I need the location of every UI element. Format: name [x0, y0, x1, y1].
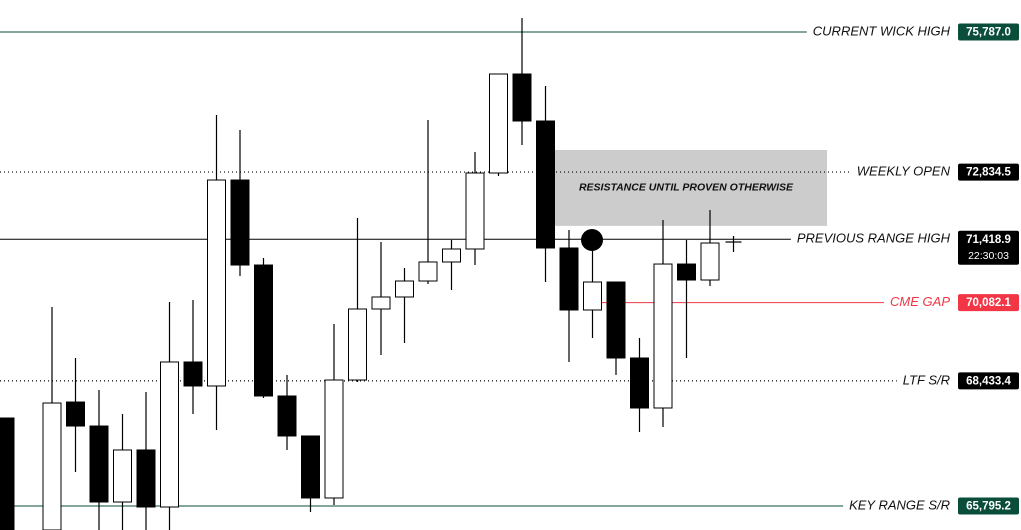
candle-body: [536, 120, 555, 249]
candle: [418, 120, 438, 284]
price-tag-label: 65,795.2: [966, 501, 1011, 513]
candle-body: [559, 247, 579, 311]
candle-body: [230, 179, 250, 266]
candle: [254, 258, 273, 398]
resistance-zone: [555, 149, 827, 226]
price-tag: [958, 497, 1019, 515]
candle-body: [512, 73, 532, 122]
candle-body: [630, 357, 649, 409]
candle: [348, 218, 367, 383]
level-label: WEEKLY OPEN: [857, 164, 951, 179]
candle-body: [395, 280, 414, 298]
candle: [207, 115, 226, 431]
candle-body: [277, 395, 297, 437]
candle-body: [700, 242, 720, 281]
candle: [559, 230, 579, 362]
marker-dot: [581, 229, 603, 251]
candle: [512, 18, 532, 146]
candle-body: [442, 248, 461, 263]
candle-body: [677, 263, 696, 281]
price-tag-label: 75,787.0: [966, 27, 1011, 39]
candle-body: [160, 361, 179, 508]
level-label: CME GAP: [890, 294, 950, 309]
candle-body: [113, 449, 132, 503]
candle: [465, 152, 485, 266]
candle: [395, 268, 414, 344]
candle: [536, 86, 555, 283]
candle-body: [254, 264, 273, 397]
candle-body: [653, 263, 673, 409]
candle-body: [348, 308, 367, 381]
level-label: PREVIOUS RANGE HIGH: [797, 231, 951, 246]
countdown: 22:30:03: [968, 250, 1009, 262]
candle: [183, 299, 203, 415]
candle-body: [89, 425, 109, 503]
candle: [700, 209, 720, 286]
price-tag-label: 72,834.5: [966, 167, 1011, 179]
candle: [324, 323, 344, 506]
candle-body: [301, 435, 320, 499]
candle-body: [66, 401, 85, 427]
candle-body: [371, 296, 391, 310]
price-tag: [958, 230, 1019, 265]
level-label: LTF S/R: [903, 372, 950, 387]
candle-body: [583, 281, 602, 311]
price-tag-label: 71,418.9: [966, 234, 1011, 246]
price-tag-label: 70,082.1: [966, 297, 1011, 309]
candle-body: [465, 172, 485, 250]
price-tag: [958, 23, 1019, 41]
candle-body: [324, 379, 344, 499]
candle: [230, 130, 250, 277]
price-tag-label: 68,433.4: [966, 375, 1011, 387]
candle: [301, 435, 320, 512]
candle: [89, 390, 109, 530]
candle-body: [0, 417, 15, 530]
candle: [113, 414, 132, 530]
candle-body: [606, 281, 626, 359]
candle: [136, 392, 156, 530]
candle: [489, 73, 508, 177]
candle-body: [42, 402, 62, 530]
candle: [277, 374, 297, 450]
candle-body: [183, 361, 203, 387]
candle: [583, 249, 602, 338]
candle: [606, 281, 626, 375]
candle: [677, 240, 696, 358]
candle: [42, 307, 62, 530]
price-tag: [958, 163, 1019, 181]
zone-label: RESISTANCE UNTIL PROVEN OTHERWISE: [579, 182, 794, 194]
candle: [725, 235, 742, 253]
candle: [442, 240, 461, 291]
candle-body: [207, 179, 226, 387]
candle: [371, 242, 391, 356]
candle-body: [136, 449, 156, 508]
candle-body: [418, 261, 438, 282]
candle: [653, 220, 673, 428]
price-tag: [958, 372, 1019, 390]
candle-body: [489, 73, 508, 174]
price-tag: [958, 294, 1019, 312]
candle: [160, 302, 179, 530]
level-label: KEY RANGE S/R: [849, 497, 950, 512]
candle: [66, 357, 85, 472]
candle: [630, 337, 649, 432]
candle: [0, 417, 15, 530]
level-label: CURRENT WICK HIGH: [813, 23, 951, 38]
